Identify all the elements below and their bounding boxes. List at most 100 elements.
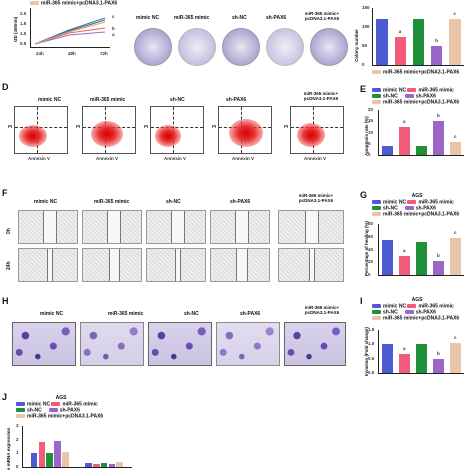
invasion-image <box>216 322 280 366</box>
sig-letter: b <box>437 113 440 119</box>
tick-label: 20 <box>368 259 374 265</box>
bar <box>399 126 410 155</box>
wound-title: miR-365 mimic+ pcDNA3.1-PAX6 <box>298 193 334 203</box>
panel-label-h: H <box>2 296 9 306</box>
legend-title: AGS <box>55 395 67 401</box>
bar <box>416 146 427 155</box>
colony-title: sh-NC <box>232 15 247 21</box>
legend-label: miR-365 mimic+pcDNA3.1-PAX6 <box>383 315 460 322</box>
panel-b-axes: 0.5 1.0 1.5 2.0 <box>20 8 110 48</box>
tick-label: 10 <box>368 129 374 135</box>
tick-label: 1.5 <box>20 21 27 26</box>
panel-c-ylabel: Colony number <box>354 28 359 62</box>
tick-label: 60 <box>368 233 374 239</box>
tick-label: 40 <box>368 246 374 252</box>
flow-axis-y: PI <box>212 124 217 129</box>
bar <box>38 442 46 467</box>
tick-label: 50 <box>362 43 368 48</box>
legend-label: sh-PAX6 <box>415 309 436 316</box>
wound-title: sh-PAX6 <box>230 199 251 205</box>
sig-letter: c <box>453 11 456 17</box>
sig-letter: a <box>112 32 115 37</box>
wound-row-label: 0h <box>6 228 12 234</box>
tick-label: 1.5 <box>368 327 375 332</box>
sig-letter: c <box>454 334 457 340</box>
tick-label: 80 <box>368 221 374 226</box>
flow-plot <box>150 106 204 154</box>
panel-i-ylabel: Invasion (Fold change) <box>364 326 369 376</box>
tick-label: 0 <box>368 152 371 157</box>
colony-dish <box>222 28 260 66</box>
tick-label: 2.0 <box>20 11 27 16</box>
wound-title: miR-365 mimic <box>94 199 130 205</box>
flow-title: miR-365 mimic+ pcDNA3.1-PAX6 <box>303 91 339 101</box>
panel-b-legend: miR-365 mimic+pcDNA3.1-PAX6 <box>30 0 118 7</box>
panel-g-axes: a b c 0 20 40 60 80 <box>368 221 464 277</box>
invasion-image <box>12 322 76 366</box>
bar <box>399 255 410 275</box>
sig-letter: b <box>435 38 438 43</box>
bar <box>433 358 444 373</box>
legend-label: sh-PAX6 <box>415 93 436 100</box>
panel-i-axes: a b c 0.0 0.5 1.0 1.5 <box>368 327 464 375</box>
panel-b-lines <box>34 17 106 45</box>
flow-plot <box>14 106 68 154</box>
invasion-title: miR-365 mimic <box>108 311 144 317</box>
sig-letter: b <box>437 350 440 356</box>
sig-letter: a <box>398 28 402 34</box>
bar <box>431 46 443 65</box>
legend-label: mimic NC <box>383 303 407 310</box>
flow-plot <box>82 106 136 154</box>
sig-letter: c <box>454 133 457 139</box>
flow-axis-x: Annexin V <box>28 156 51 161</box>
tick-label: 0.5 <box>20 41 27 46</box>
panel-label-d: D <box>2 82 9 92</box>
panel-label-f: F <box>2 188 8 198</box>
panel-g-ylabel: Percentage of healing (%) <box>364 220 369 276</box>
colony-title: miR-365 mimic+ pcDNA3.1-PAX6 <box>304 11 340 21</box>
bar <box>61 451 69 467</box>
legend-label: miR-365 mimic+pcDNA3.1-PAX6 <box>41 0 118 7</box>
tick-label: 1.0 <box>20 31 27 36</box>
bar <box>100 462 108 467</box>
legend-label: miR-365 mimic+pcDNA3.1-PAX6 <box>383 69 460 76</box>
sig-letter: b <box>112 26 115 31</box>
legend-label: miR-365 mimic+pcDNA3.1-PAX6 <box>27 413 104 420</box>
bar <box>54 441 61 467</box>
panel-b-ylabel: OD (450nm) <box>13 16 18 42</box>
bar <box>450 141 461 155</box>
tick-label: 15 <box>368 118 374 124</box>
bar <box>416 344 427 373</box>
legend-label: sh-NC <box>383 93 398 100</box>
tick-label: 0 <box>368 272 371 277</box>
bar <box>394 36 406 65</box>
tick-label: 3 <box>16 423 19 428</box>
bar <box>376 19 388 65</box>
bar <box>450 342 461 373</box>
sig-letter: a <box>403 247 406 253</box>
legend-swatch <box>372 70 381 74</box>
colony-title: mimic NC <box>136 15 160 21</box>
tick-label: 20 <box>368 107 374 112</box>
bar <box>412 19 425 65</box>
panel-j-legend: AGS mimic NC miR-365 mimic sh-NC sh-PAX6… <box>16 395 106 420</box>
panel-e-ylabel: Apoptosis rate (%) <box>364 116 369 156</box>
legend-label: miR-365 mimic <box>418 303 454 310</box>
colony-dish <box>266 28 304 66</box>
flow-axis-y: PI <box>76 124 81 129</box>
invasion-image <box>148 322 212 366</box>
invasion-title: miR-365 mimic+ pcDNA3.1-PAX6 <box>304 305 340 315</box>
bar <box>116 461 124 467</box>
tick-label: 0 <box>16 464 19 469</box>
panel-e-legend: mimic NC miR-365 mimic sh-NC sh-PAX6 miR… <box>372 87 459 106</box>
legend-label: sh-NC <box>27 407 42 414</box>
flow-axis-x: Annexin V <box>96 156 119 161</box>
panel-label-e: E <box>360 84 367 94</box>
bar <box>85 462 92 467</box>
flow-title: sh-NC <box>170 97 185 103</box>
legend-label: miR-365 mimic+pcDNA3.1-PAX6 <box>383 211 460 218</box>
flow-axis-x: Annexin V <box>232 156 255 161</box>
invasion-title: mimic NC <box>40 311 64 317</box>
flow-title: mimic NC <box>38 97 62 103</box>
colony-title: sh-PAX6 <box>266 15 287 21</box>
